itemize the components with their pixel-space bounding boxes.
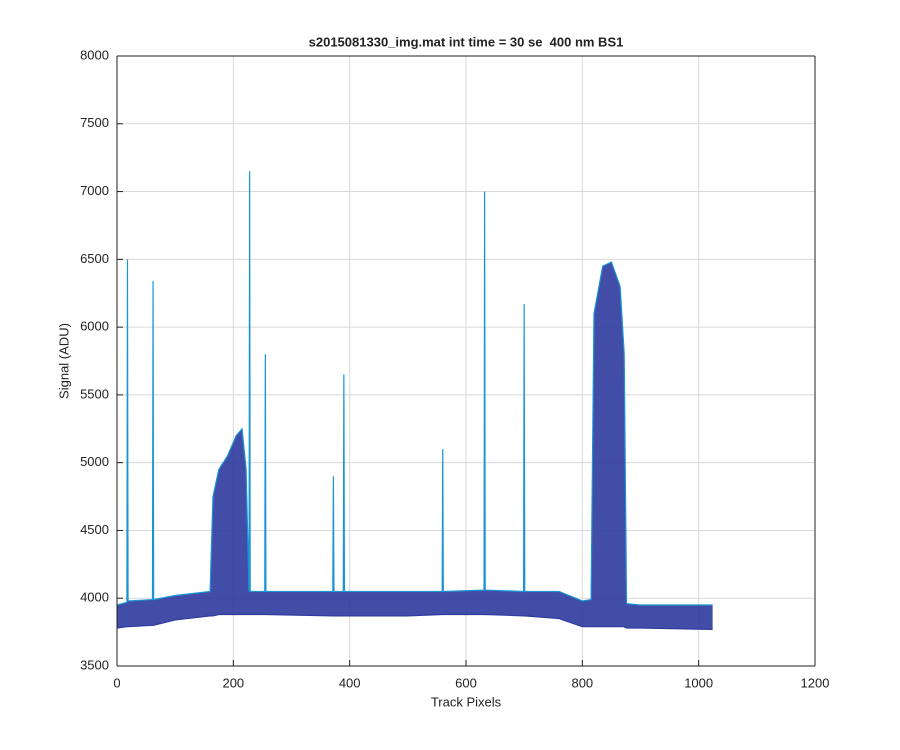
y-tick-label: 4500 — [80, 522, 109, 537]
y-tick-label: 7500 — [80, 115, 109, 130]
x-tick-label: 600 — [455, 675, 477, 690]
y-tick-label: 5500 — [80, 386, 109, 401]
x-tick-label: 0 — [113, 675, 120, 690]
signal-line — [116, 171, 713, 606]
y-tick-label: 8000 — [80, 47, 109, 62]
x-tick-label: 200 — [222, 675, 244, 690]
signal-line — [116, 613, 713, 630]
y-axis-label: Signal (ADU) — [56, 323, 71, 399]
x-tick-label: 400 — [339, 675, 361, 690]
x-tick-label: 1000 — [684, 675, 713, 690]
y-tick-label: 3500 — [80, 657, 109, 672]
y-tick-label: 4000 — [80, 590, 109, 605]
y-tick-label: 6000 — [80, 319, 109, 334]
y-tick-label: 6500 — [80, 251, 109, 266]
x-tick-label: 1200 — [801, 675, 830, 690]
x-axis-label: Track Pixels — [431, 694, 502, 709]
chart-title: s2015081330_img.mat int time = 30 se 400… — [309, 34, 624, 49]
y-tick-label: 7000 — [80, 183, 109, 198]
x-tick-label: 800 — [571, 675, 593, 690]
y-tick-label: 5000 — [80, 454, 109, 469]
